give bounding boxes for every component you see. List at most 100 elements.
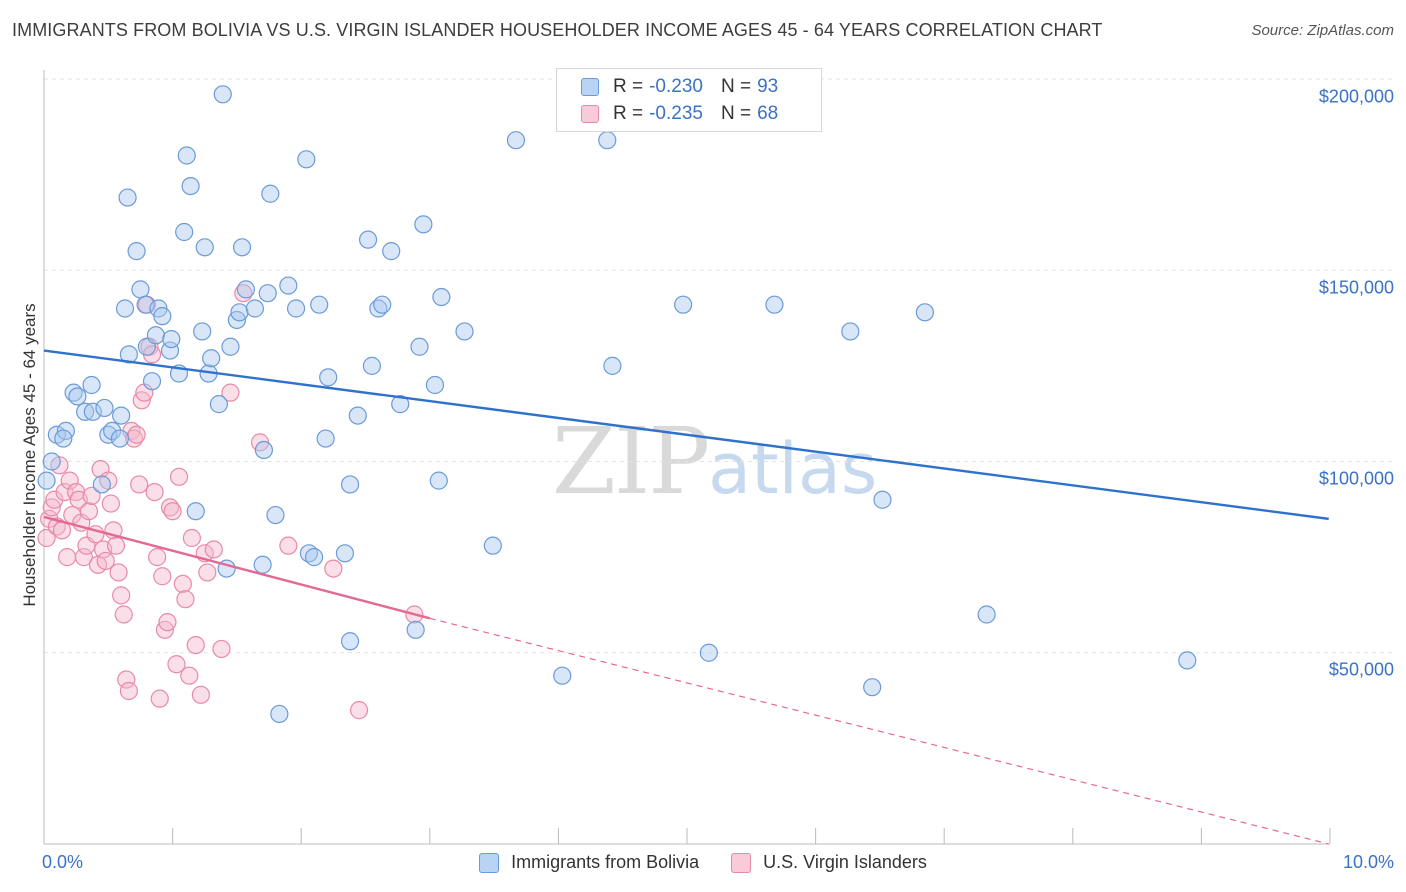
data-point-virgin-islanders <box>101 494 120 513</box>
data-point-bolivia <box>279 276 298 295</box>
legend-label-virgin-islanders: U.S. Virgin Islanders <box>763 852 927 872</box>
data-point-bolivia <box>131 280 150 299</box>
data-point-virgin-islanders <box>130 475 149 494</box>
data-point-bolivia <box>146 326 165 345</box>
data-point-bolivia <box>112 406 131 425</box>
data-point-bolivia <box>254 440 274 460</box>
data-point-bolivia <box>483 536 502 555</box>
y-tick-200k: $200,000 <box>1318 86 1394 107</box>
legend-item-bolivia[interactable]: Immigrants from Bolivia <box>479 852 699 873</box>
data-point-bolivia <box>266 505 285 525</box>
data-point-bolivia <box>603 356 622 375</box>
legend-n-value: 93 <box>757 76 779 97</box>
data-point-virgin-islanders <box>169 467 189 486</box>
data-point-bolivia <box>297 150 316 169</box>
legend-r-value: -0.235 <box>649 103 703 124</box>
data-point-bolivia <box>193 322 212 341</box>
data-point-bolivia <box>195 238 214 257</box>
data-point-bolivia <box>406 620 425 639</box>
legend-n-label: N = <box>720 76 752 97</box>
data-point-bolivia <box>103 421 122 440</box>
data-point-bolivia <box>186 502 205 521</box>
data-point-bolivia <box>261 184 280 203</box>
data-point-virgin-islanders <box>186 635 205 655</box>
data-point-virgin-islanders <box>112 586 131 605</box>
data-point-bolivia <box>181 177 200 196</box>
data-point-bolivia <box>1178 651 1197 670</box>
trendline-bolivia <box>43 349 1329 521</box>
data-point-bolivia <box>410 337 429 356</box>
data-point-virgin-islanders <box>163 502 182 521</box>
data-point-bolivia <box>82 375 101 395</box>
data-point-virgin-islanders <box>109 563 128 582</box>
data-point-bolivia <box>253 555 272 574</box>
data-point-virgin-islanders <box>114 605 133 624</box>
data-point-virgin-islanders <box>279 536 298 555</box>
data-point-bolivia <box>553 666 572 685</box>
data-point-virgin-islanders <box>153 567 172 586</box>
data-point-bolivia <box>373 295 392 314</box>
data-point-bolivia <box>286 299 306 318</box>
data-point-bolivia <box>765 295 784 314</box>
legend-swatch-pink <box>731 852 752 873</box>
data-point-bolivia <box>115 299 135 318</box>
data-point-virgin-islanders <box>145 483 164 502</box>
data-point-bolivia <box>382 242 401 261</box>
data-point-virgin-islanders <box>198 563 217 582</box>
data-point-bolivia <box>340 632 360 651</box>
data-point-virgin-islanders <box>58 548 77 567</box>
stats-legend: R = -0.230 N = 93 R = -0.235 N = 68 <box>556 68 822 132</box>
data-point-virgin-islanders <box>167 655 186 674</box>
chart-title: IMMIGRANTS FROM BOLIVIA VS U.S. VIRGIN I… <box>12 20 1103 40</box>
data-point-bolivia <box>425 375 445 395</box>
data-point-bolivia <box>319 368 338 387</box>
data-point-bolivia <box>674 295 693 314</box>
legend-row-bolivia: R = -0.230 N = 93 <box>581 74 778 100</box>
data-point-bolivia <box>455 322 474 341</box>
source-credit: Source: ZipAtlas.com <box>1251 22 1394 39</box>
y-tick-50k: $50,000 <box>1328 659 1394 680</box>
legend-swatch-blue <box>581 78 599 96</box>
legend-n-label: N = <box>720 103 752 124</box>
data-point-bolivia <box>95 398 114 418</box>
legend-r-label: R = <box>613 76 644 97</box>
data-point-bolivia <box>160 341 180 360</box>
data-point-bolivia <box>175 222 194 242</box>
data-point-bolivia <box>76 402 95 421</box>
data-point-bolivia <box>316 429 335 448</box>
data-point-bolivia <box>202 349 221 368</box>
data-point-bolivia <box>42 452 61 471</box>
data-point-bolivia <box>162 330 181 349</box>
legend-swatch-pink <box>581 105 599 123</box>
data-point-bolivia <box>153 307 172 326</box>
data-point-bolivia <box>118 188 137 207</box>
data-point-virgin-islanders <box>150 689 169 708</box>
data-point-bolivia <box>915 303 935 322</box>
legend-n-value: 68 <box>757 103 779 124</box>
data-point-bolivia <box>699 643 718 662</box>
legend-item-virgin-islanders[interactable]: U.S. Virgin Islanders <box>731 852 927 873</box>
data-point-virgin-islanders <box>173 574 192 594</box>
x-tick-max: 10.0% <box>1342 852 1394 872</box>
data-point-bolivia <box>142 372 162 391</box>
data-point-bolivia <box>414 215 433 234</box>
data-point-bolivia <box>270 704 289 724</box>
data-point-bolivia <box>358 230 378 249</box>
data-point-virgin-islanders <box>119 681 138 701</box>
data-point-bolivia <box>863 678 882 697</box>
data-point-virgin-islanders <box>106 536 126 555</box>
data-point-bolivia <box>340 475 360 494</box>
data-point-virgin-islanders <box>180 666 199 685</box>
data-point-bolivia <box>37 471 56 490</box>
data-point-bolivia <box>209 395 228 414</box>
data-point-virgin-islanders <box>82 486 101 506</box>
data-point-bolivia <box>258 284 277 303</box>
data-point-virgin-islanders <box>37 528 56 548</box>
data-point-virgin-islanders <box>60 471 79 490</box>
data-point-virgin-islanders <box>148 548 167 567</box>
trendline-virgin-islanders-extension <box>429 617 1329 845</box>
data-point-bolivia <box>230 303 249 322</box>
y-axis-label: Householder Income Ages 45 - 64 years <box>20 303 39 607</box>
data-point-virgin-islanders <box>79 502 99 521</box>
